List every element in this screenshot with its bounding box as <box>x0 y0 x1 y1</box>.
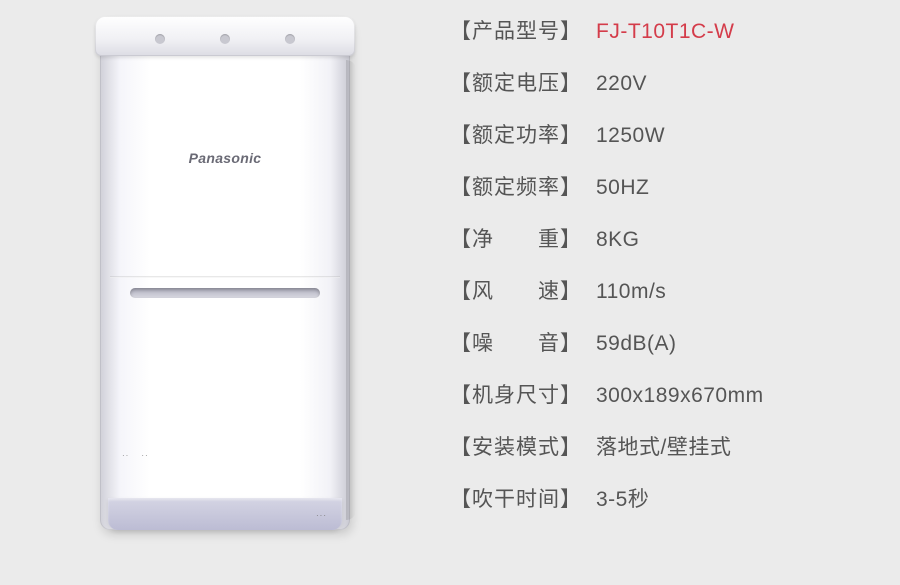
small-label: ·· <box>141 451 148 460</box>
spec-value: 3-5秒 <box>596 483 649 513</box>
spec-label: 【吹干时间】 <box>450 483 582 513</box>
spec-value: 59dB(A) <box>596 332 677 356</box>
spec-row: 【额定电压】 220V <box>450 67 880 97</box>
spec-row: 【机身尺寸】 300x189x670mm <box>450 379 880 409</box>
indicator-dot <box>155 34 165 44</box>
container: Panasonic ·· ·· ··· 【产品型号】 FJ-T10T1C-W 【额定… <box>0 0 900 550</box>
spec-label: 【额定功率】 <box>450 119 582 149</box>
product-shadow <box>346 60 356 520</box>
indicator-dot <box>285 34 295 44</box>
foot-label: ··· <box>316 511 327 520</box>
product-top-cap <box>95 16 355 56</box>
product-foot: ··· <box>108 498 342 530</box>
spec-label: 【机身尺寸】 <box>450 379 582 409</box>
product-illustration: Panasonic ·· ·· ··· <box>100 20 350 530</box>
spec-row: 【净 重】 8KG <box>450 223 880 253</box>
spec-label: 【净 重】 <box>450 223 582 253</box>
spec-value: 8KG <box>596 228 640 252</box>
spec-row: 【产品型号】 FJ-T10T1C-W <box>450 15 880 45</box>
small-labels: ·· ·· <box>122 451 149 460</box>
hand-slot <box>130 288 320 298</box>
spec-row: 【吹干时间】 3-5秒 <box>450 483 880 513</box>
spec-row: 【安装模式】落地式/壁挂式 <box>450 431 880 461</box>
spec-row: 【额定功率】 1250W <box>450 119 880 149</box>
spec-value: 300x189x670mm <box>596 384 764 408</box>
product-image-area: Panasonic ·· ·· ··· <box>0 0 420 550</box>
spec-list: 【产品型号】FJ-T10T1C-W【额定电压】220V【额定功率】1250W【额… <box>420 0 900 585</box>
mid-seam <box>110 276 340 278</box>
spec-value: 50HZ <box>596 176 649 200</box>
spec-value: 落地式/壁挂式 <box>596 431 731 461</box>
small-label: ·· <box>122 451 129 460</box>
spec-row: 【额定频率】 50HZ <box>450 171 880 201</box>
spec-row: 【风 速】 110m/s <box>450 275 880 305</box>
spec-value: 1250W <box>596 124 665 148</box>
spec-row: 【噪 音】 59dB(A) <box>450 327 880 357</box>
indicator-dot <box>220 34 230 44</box>
spec-value: FJ-T10T1C-W <box>596 20 735 44</box>
spec-label: 【噪 音】 <box>450 327 582 357</box>
indicator-dots <box>95 34 355 44</box>
spec-label: 【额定电压】 <box>450 67 582 97</box>
brand-logo: Panasonic <box>100 150 350 166</box>
spec-label: 【风 速】 <box>450 275 582 305</box>
spec-label: 【产品型号】 <box>450 15 582 45</box>
spec-value: 220V <box>596 72 647 96</box>
spec-label: 【安装模式】 <box>450 431 582 461</box>
spec-value: 110m/s <box>596 280 666 304</box>
spec-label: 【额定频率】 <box>450 171 582 201</box>
